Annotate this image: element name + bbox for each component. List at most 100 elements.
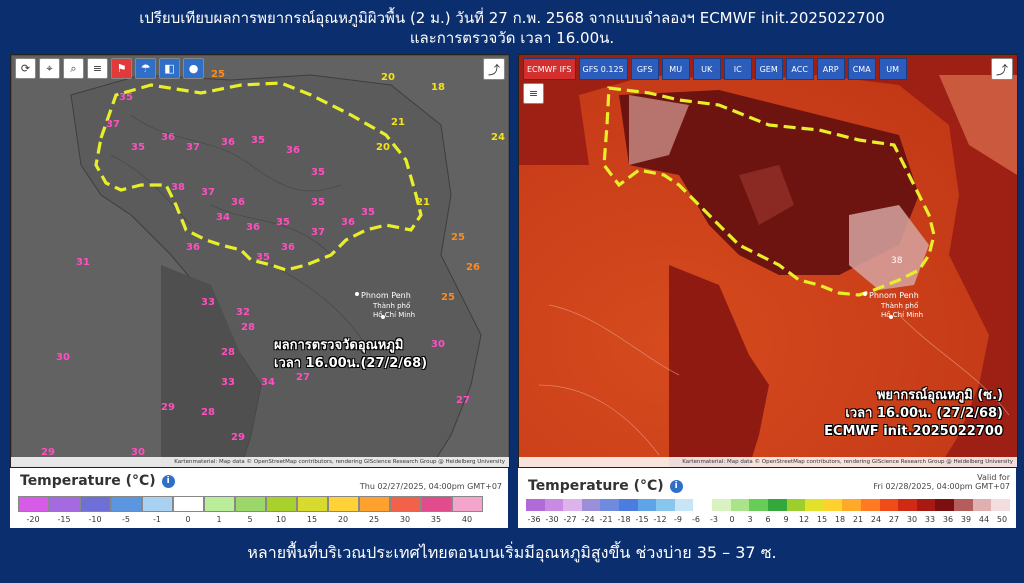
observation-value: 36	[286, 145, 300, 156]
legend-ticks: -20 -15 -10 -5 -1 0 1 5 10 15 20 25 30 35 40	[18, 515, 498, 525]
overlay-line: เวลา 16.00น.(27/2/68)	[274, 356, 428, 371]
legend-tick: 0	[185, 515, 191, 524]
observation-value: 34	[216, 212, 230, 223]
model-button[interactable]: ARP	[816, 58, 845, 80]
observation-map[interactable]: Phnom Penh Thành phố Hồ Chí Minh 35 37 35 3…	[10, 54, 510, 468]
legend-date: Thu 02/27/2025, 04:00pm GMT+07	[359, 482, 502, 491]
station-icon[interactable]: ≡	[523, 83, 544, 104]
legend-forecast: Temperature (°C) i Valid for Fri 02/28/20…	[518, 468, 1016, 528]
legend-tick: 33	[924, 515, 936, 524]
legend-tick: 44	[978, 515, 990, 524]
observation-value: 36	[281, 242, 295, 253]
legend-swatch	[49, 496, 80, 512]
legend-color-bar	[18, 496, 483, 512]
region-outline	[94, 81, 423, 272]
share-icon[interactable]: ⤴	[991, 58, 1013, 80]
model-button[interactable]: UM	[878, 58, 907, 80]
observation-value: 21	[391, 117, 405, 128]
legend-date: Fri 02/28/2025, 04:00pm GMT+07	[873, 482, 1010, 491]
legend-tick: 50	[996, 515, 1008, 524]
circle-icon[interactable]: ●	[183, 58, 204, 79]
model-button[interactable]: GEM	[754, 58, 783, 80]
observation-value: 31	[76, 257, 90, 268]
legend-tick: 20	[337, 515, 349, 524]
legend-tick: 24	[870, 515, 882, 524]
legend-swatch	[297, 496, 328, 512]
overlay-line: เวลา 16.00น. (27/2/68)	[845, 406, 1003, 421]
wind-icon[interactable]: ☂	[135, 58, 156, 79]
observation-value: 28	[201, 407, 215, 418]
model-button[interactable]: UK	[692, 58, 721, 80]
observation-value: 35	[119, 92, 133, 103]
legend-tick: 15	[306, 515, 318, 524]
legend-tick: 5	[247, 515, 253, 524]
observation-value: 38	[171, 182, 185, 193]
observation-value: 29	[161, 402, 175, 413]
legend-tick: -30	[545, 515, 559, 524]
model-button[interactable]: GFS	[630, 58, 659, 80]
header-subtitle: และการตรวจวัด เวลา 16.00น.	[409, 29, 615, 47]
legend-tick: -12	[653, 515, 667, 524]
observation-value: 34	[261, 377, 275, 388]
observation-value: 28	[221, 347, 235, 358]
legend-observation: Temperature (°C) i Thu 02/27/2025, 04:00p…	[10, 468, 508, 528]
legend-tick: 21	[852, 515, 864, 524]
legend-tick: 6	[765, 515, 771, 524]
legend-swatch	[142, 496, 173, 512]
legend-valid: Valid for	[977, 473, 1010, 482]
legend-tick: 9	[783, 515, 789, 524]
observation-value: 21	[416, 197, 430, 208]
observation-value: 28	[241, 322, 255, 333]
observation-value: 36	[246, 222, 260, 233]
observation-value: 36	[221, 137, 235, 148]
legend-tick: 0	[729, 515, 735, 524]
station-icon[interactable]: ≡	[87, 58, 108, 79]
model-button[interactable]: MU	[661, 58, 690, 80]
observation-value: 37	[201, 187, 215, 198]
overlay-line: พยากรณ์อุณหภูมิ (ซ.)	[876, 388, 1003, 403]
legend-tick: 12	[798, 515, 810, 524]
info-icon[interactable]: i	[669, 479, 683, 493]
observation-value: 20	[376, 142, 390, 153]
model-button[interactable]: ACC	[785, 58, 814, 80]
info-icon[interactable]: i	[161, 474, 175, 488]
legend-title-text: Temperature (°C)	[20, 473, 156, 489]
legend-tick: -5	[122, 515, 130, 524]
model-button[interactable]: CMA	[847, 58, 876, 80]
legend-tick: -9	[674, 515, 682, 524]
observation-value: 29	[41, 447, 55, 458]
legend-title-text: Temperature (°C)	[528, 478, 664, 494]
observation-value: 30	[56, 352, 70, 363]
legend-tick: 1	[216, 515, 222, 524]
legend-swatch	[421, 496, 452, 512]
share-icon[interactable]: ⤴	[483, 58, 505, 80]
legend-tick: 15	[816, 515, 828, 524]
legend-swatch	[235, 496, 266, 512]
model-button[interactable]: IC	[723, 58, 752, 80]
refresh-icon[interactable]: ⟳	[15, 58, 36, 79]
legend-tick: 39	[960, 515, 972, 524]
observation-value: 27	[456, 395, 470, 406]
legend-tick: -21	[599, 515, 613, 524]
location-icon[interactable]: ⌖	[39, 58, 60, 79]
forecast-map[interactable]: Phnom Penh Thành phố Hồ Chí Minh 38 ECMW…	[518, 54, 1018, 468]
legend-tick: 35	[430, 515, 442, 524]
legend-tick: -27	[563, 515, 577, 524]
observation-value: 35	[276, 217, 290, 228]
forecast-overlay-label: พยากรณ์อุณหภูมิ (ซ.) เวลา 16.00น. (27/2/…	[824, 387, 1003, 441]
legend-tick: -20	[26, 515, 40, 524]
gauge-icon[interactable]: ◧	[159, 58, 180, 79]
legend-color-bar	[526, 499, 1010, 511]
overlay-line: ผลการตรวจวัดอุณหภูมิ	[274, 338, 404, 353]
model-button[interactable]: ECMWF IFS	[523, 58, 576, 80]
observation-value: 32	[236, 307, 250, 318]
legend-tick: -10	[88, 515, 102, 524]
legend-swatch	[452, 496, 483, 512]
layer-icon[interactable]: ⚑	[111, 58, 132, 79]
zoom-icon[interactable]: ⌕	[63, 58, 84, 79]
observation-overlay-label: ผลการตรวจวัดอุณหภูมิ เวลา 16.00น.(27/2/6…	[274, 337, 427, 373]
observation-value: 36	[231, 197, 245, 208]
model-button[interactable]: GFS 0.125	[578, 58, 628, 80]
legend-swatch	[18, 496, 49, 512]
